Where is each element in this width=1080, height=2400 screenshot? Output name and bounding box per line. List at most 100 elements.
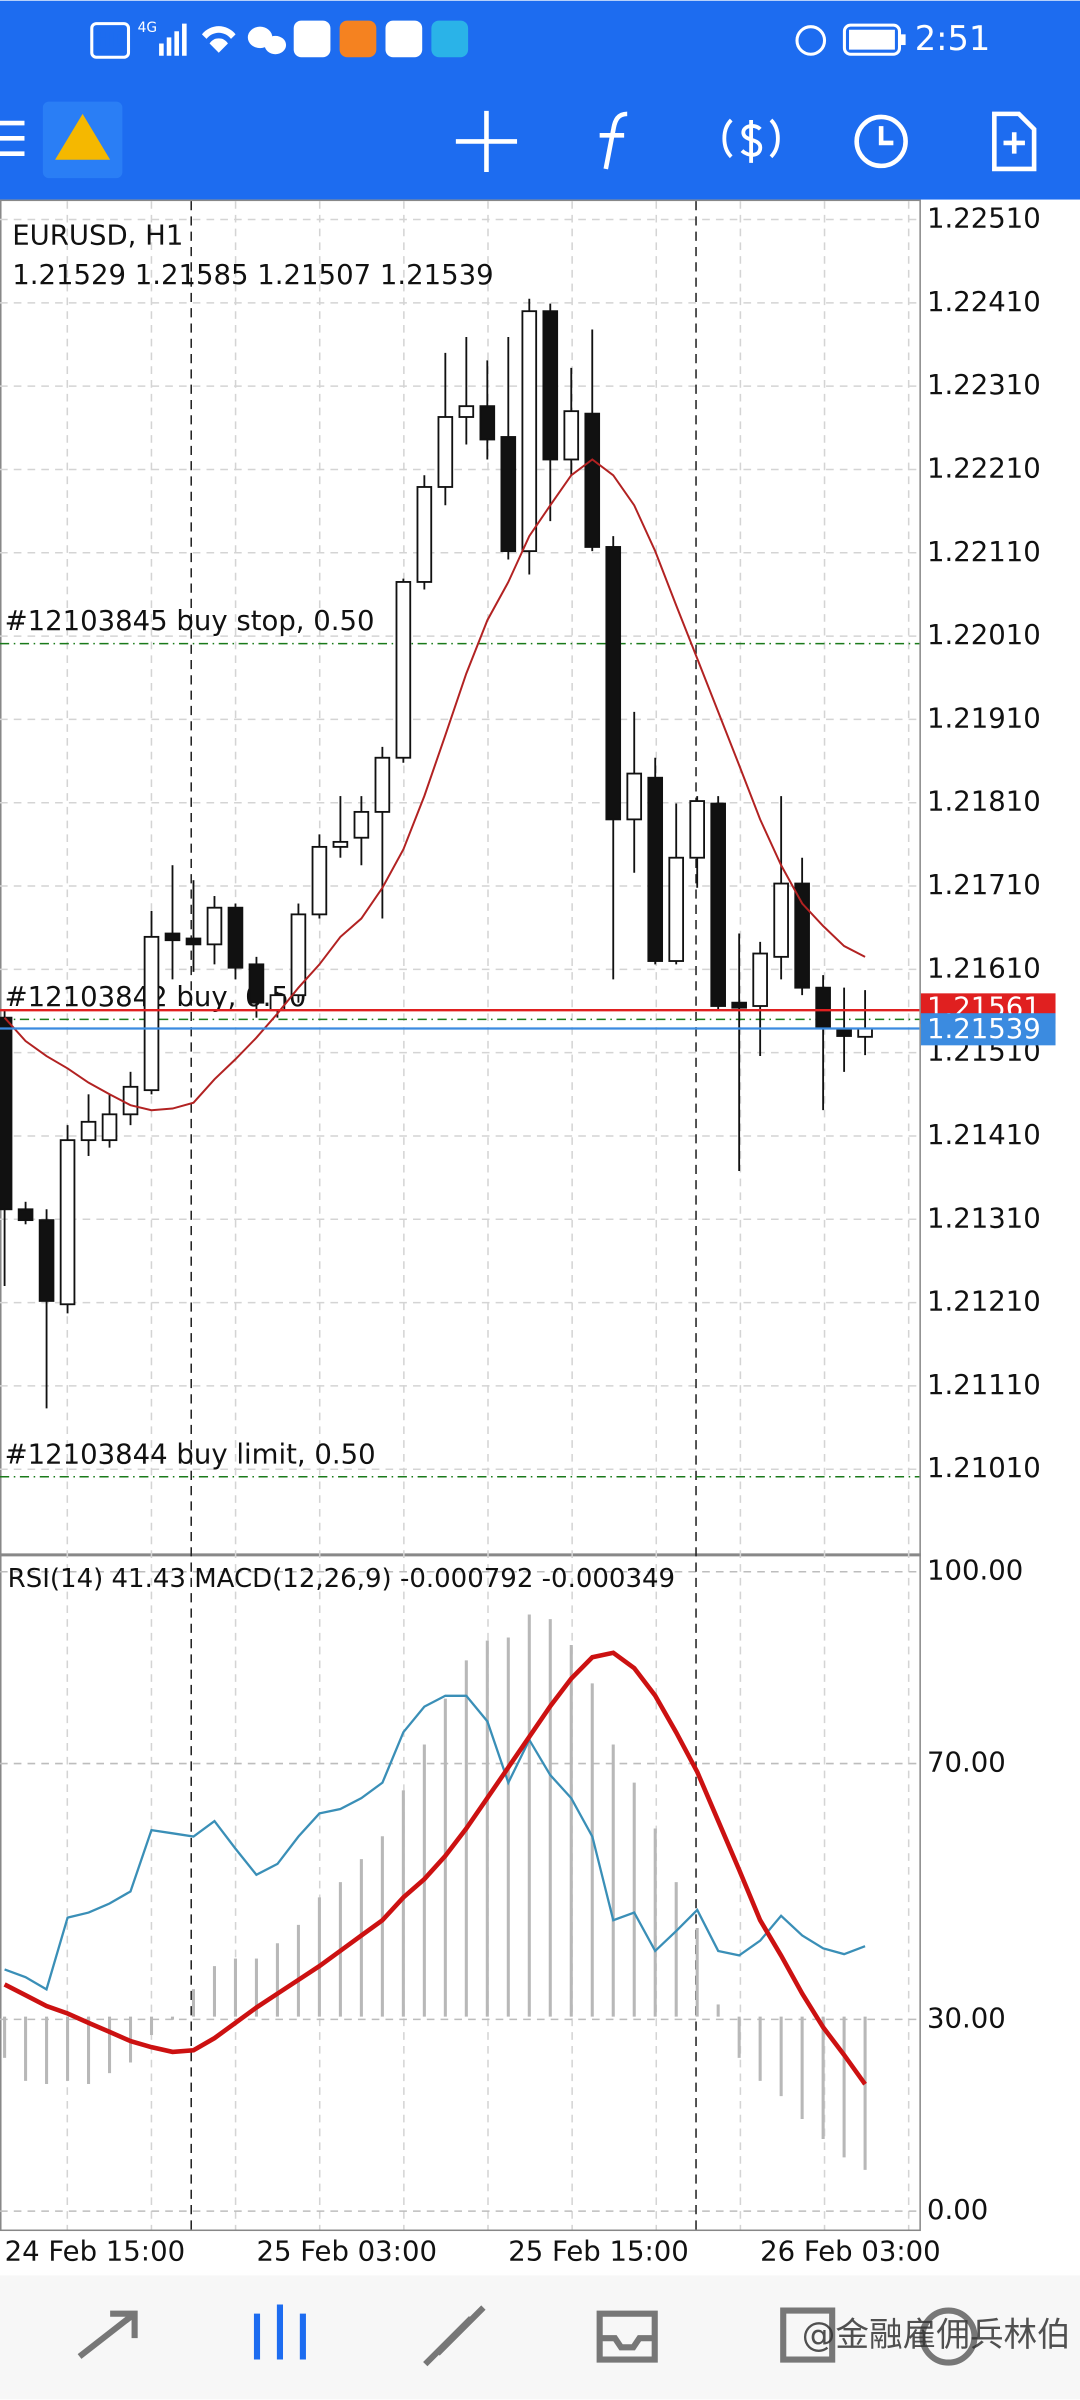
y-tick-label: 1.21010	[927, 1452, 1041, 1484]
status-icons	[159, 20, 906, 58]
y-tick-label: 1.22510	[927, 203, 1041, 235]
candle-body	[542, 310, 559, 461]
candle-body	[500, 436, 517, 553]
y-tick-label: 1.21110	[927, 1369, 1041, 1401]
candle-body	[647, 776, 664, 962]
candle-body	[248, 963, 265, 1004]
x-tick-label: 24 Feb 15:00	[5, 2235, 186, 2267]
menu-button[interactable]	[0, 120, 25, 156]
rsi-tick-label: 100.00	[927, 1555, 1023, 1587]
y-tick-label: 1.22110	[927, 536, 1041, 568]
trade-tab[interactable]	[423, 2305, 486, 2367]
y-tick-label: 1.21910	[927, 702, 1041, 734]
candle-body	[710, 802, 726, 1007]
candle-body	[626, 772, 643, 821]
y-tick-label: 1.21810	[927, 786, 1041, 818]
rsi-line	[4, 1694, 866, 1992]
candle-body	[227, 906, 244, 969]
hd-badge: HD	[95, 28, 128, 51]
macd-signal-line	[3, 1650, 867, 2086]
objects-button[interactable]	[992, 111, 1037, 172]
candle-body	[185, 937, 202, 946]
candle-body	[458, 405, 475, 418]
x-tick-label: 26 Feb 03:00	[760, 2235, 941, 2267]
candle-body	[17, 1208, 34, 1222]
y-tick-label: 1.22310	[927, 369, 1041, 401]
candle-body	[605, 546, 622, 821]
candle-body	[773, 882, 789, 958]
candle-body	[563, 410, 580, 461]
candle-body	[164, 932, 181, 942]
indicators-button[interactable]	[599, 111, 628, 170]
moving-average	[3, 458, 866, 1112]
candle-body	[584, 412, 601, 548]
rsi-tick-label: 0.00	[927, 2194, 988, 2226]
bid-badge	[920, 1013, 1056, 1046]
candle-body	[815, 986, 831, 1030]
candle-body	[332, 840, 349, 848]
y-tick-label: 1.21410	[927, 1119, 1041, 1151]
candle-body	[374, 756, 391, 813]
candle-body	[311, 845, 328, 916]
hd-frame	[90, 22, 131, 59]
trade-button[interactable]	[722, 118, 780, 163]
candle-body	[80, 1120, 97, 1142]
plot: #12103845 buy stop, 0.50#12103842 buy, 0…	[0, 298, 920, 2170]
order-label: #12103844 buy limit, 0.50	[5, 1438, 376, 1470]
candle-body	[395, 581, 412, 759]
candle-body	[752, 952, 768, 1007]
history-tab[interactable]	[596, 2310, 658, 2363]
candle-body	[521, 310, 538, 553]
chart-tab[interactable]	[253, 2304, 306, 2360]
quotes-tab[interactable]	[77, 2310, 138, 2359]
candle-body	[689, 800, 705, 859]
period-button[interactable]	[854, 114, 908, 169]
candle-body	[416, 486, 433, 583]
candle-body	[38, 1219, 55, 1302]
y-tick-label: 1.22210	[927, 452, 1041, 484]
y-tick-label: 1.21710	[927, 869, 1041, 901]
logo-mark	[55, 113, 111, 160]
candle-body	[731, 1001, 747, 1009]
indicator-label: RSI(14) 41.43 MACD(12,26,9) -0.000792 -0…	[8, 1564, 675, 1594]
symbol-label: EURUSD, H1	[12, 219, 183, 251]
candle-body	[143, 935, 160, 1092]
nav-icons	[77, 2304, 978, 2367]
candle-body	[794, 882, 810, 989]
y-tick-label: 1.21310	[927, 1202, 1041, 1234]
candle-body	[0, 1016, 13, 1211]
y-tick-label: 1.21210	[927, 1286, 1041, 1318]
order-label: #12103845 buy stop, 0.50	[5, 605, 375, 637]
candle-body	[479, 405, 496, 441]
candle-body	[122, 1085, 139, 1116]
x-tick-label: 25 Feb 15:00	[508, 2235, 689, 2267]
candle-body	[437, 416, 454, 488]
rsi-tick-label: 30.00	[927, 2002, 1006, 2034]
messages-tab[interactable]	[780, 2307, 836, 2363]
candle-body	[290, 913, 307, 997]
candle-body	[857, 1027, 873, 1038]
y-tick-label: 1.22410	[927, 286, 1041, 318]
bid-label: 1.21539	[927, 1013, 1041, 1045]
candle-body	[668, 856, 685, 962]
x-tick-label: 25 Feb 03:00	[256, 2235, 437, 2267]
settings-tab[interactable]	[919, 2307, 978, 2366]
watermark: @金融雇佣兵林伯	[802, 2315, 1071, 2354]
candle-body	[206, 906, 223, 946]
grid	[0, 201, 920, 2230]
ohlc-label: 1.21529 1.21585 1.21507 1.21539	[12, 259, 493, 291]
chart-frame	[0, 199, 921, 2232]
candle-body	[101, 1113, 118, 1142]
rsi-tick-label: 70.00	[927, 1747, 1006, 1779]
network-type: 4G	[138, 20, 157, 36]
bottom-nav	[0, 2275, 1080, 2400]
candle-body	[353, 810, 370, 839]
y-tick-label: 1.22010	[927, 619, 1041, 651]
crosshair-button[interactable]	[455, 110, 518, 173]
y-tick-label: 1.21610	[927, 952, 1041, 984]
toolbar-icons	[0, 110, 1037, 173]
candle-body	[59, 1139, 76, 1306]
